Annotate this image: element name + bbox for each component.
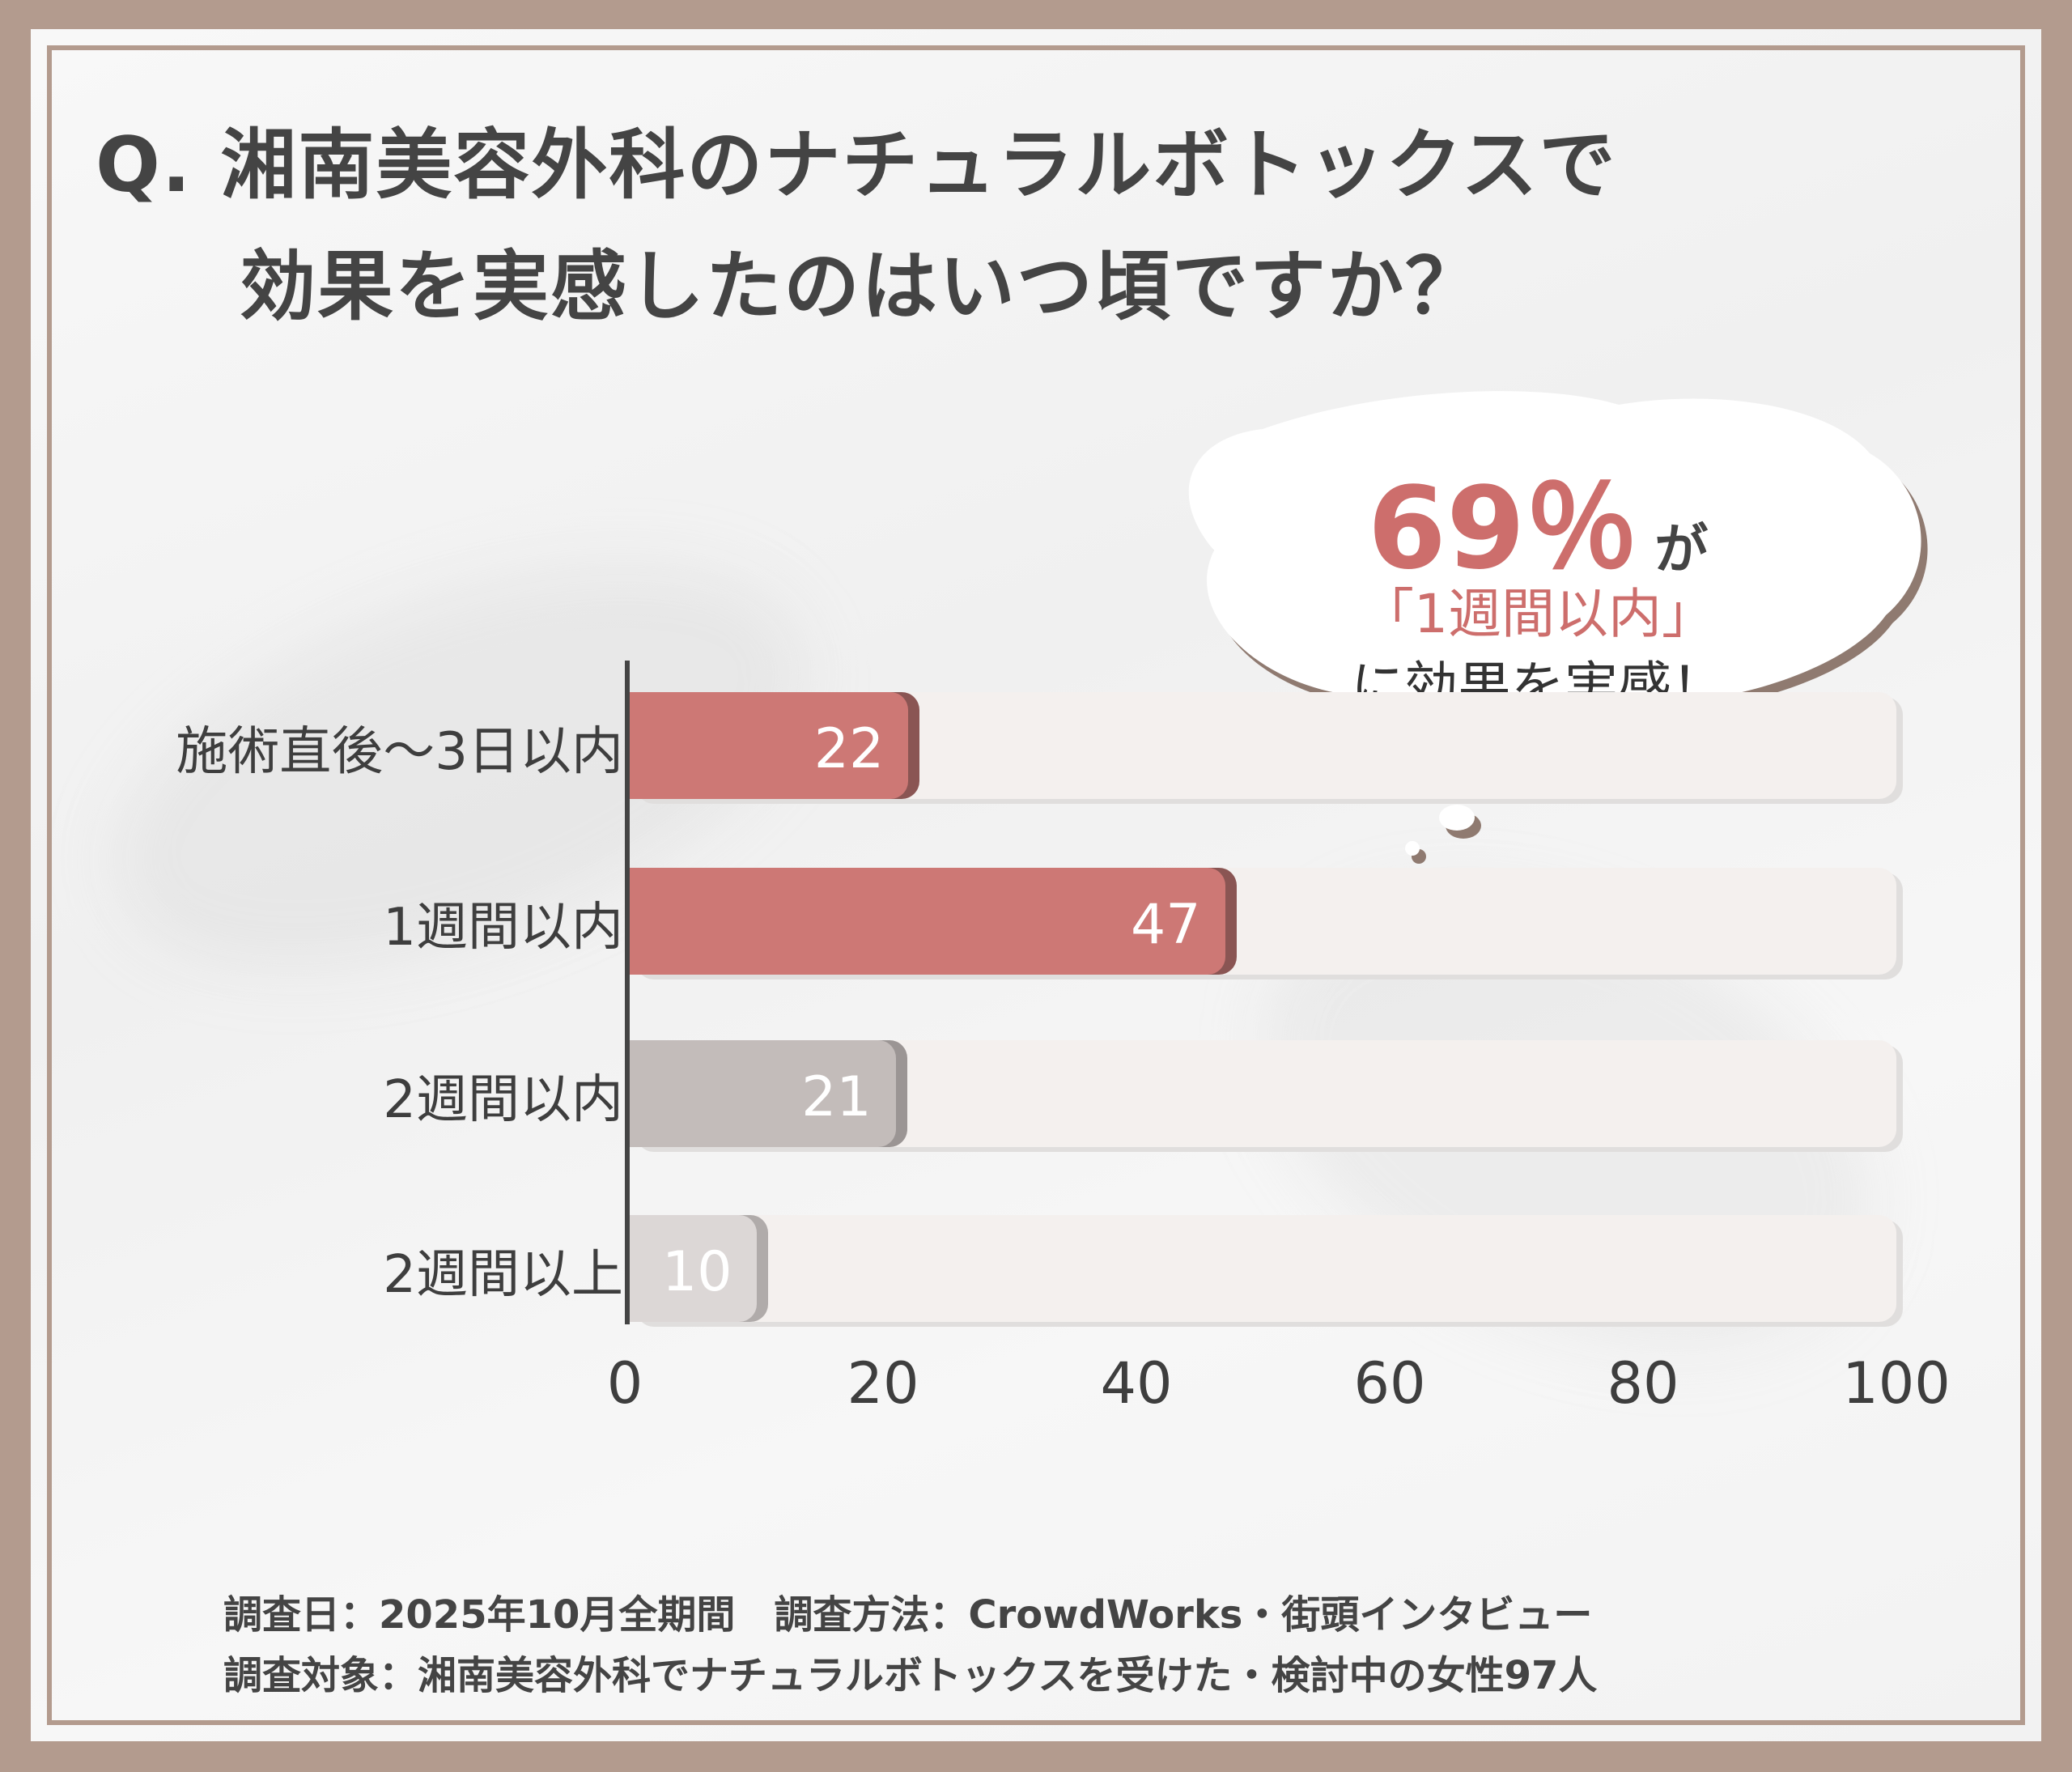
- bar-track: [630, 1215, 1896, 1322]
- bar-value-label: 22: [813, 717, 885, 781]
- survey-info-line-2: 調査対象：湘南美容外科でナチュラルボトックスを受けた・検討中の女性97人: [223, 1653, 1598, 1698]
- category-label: 2週間以内: [383, 1070, 623, 1130]
- bar-1: [630, 692, 909, 799]
- question-title: Q. 湘南美容外科のナチュラルボトックスで 効果を実感したのはいつ頃ですか？: [96, 105, 1957, 348]
- callout-percent: 69％: [1367, 463, 1639, 595]
- callout-headline: 69％が: [1182, 437, 1894, 601]
- category-label: 1週間以内: [383, 898, 623, 958]
- title-line-2: 効果を実感したのはいつ頃ですか？: [240, 243, 1484, 331]
- x-tick-label: 20: [847, 1350, 919, 1417]
- bar-3: [630, 1040, 896, 1147]
- bar-value-label: 47: [1131, 893, 1201, 957]
- frame-border: [47, 45, 2025, 1725]
- category-label: 施術直後〜3日以内: [176, 722, 623, 782]
- bar-2: [630, 868, 1225, 975]
- x-tick-label: 60: [1353, 1350, 1426, 1417]
- bar-value-label: 21: [801, 1065, 872, 1129]
- x-tick-label: 100: [1842, 1350, 1951, 1417]
- callout-ga: が: [1654, 518, 1709, 580]
- y-axis-line: [625, 661, 630, 1324]
- x-tick-label: 0: [606, 1350, 643, 1417]
- survey-info-line-1: 調査日：2025年10月全期間 調査方法：CrowdWorks・街頭インタビュー: [223, 1592, 1593, 1638]
- x-tick-label: 40: [1100, 1350, 1173, 1417]
- x-tick-label: 80: [1607, 1350, 1679, 1417]
- callout-highlight: 「1週間以内」: [1361, 583, 1715, 645]
- title-line-1: Q. 湘南美容外科のナチュラルボトックスで: [96, 121, 1617, 210]
- bar-value-label: 10: [661, 1240, 732, 1304]
- category-label: 2週間以上: [383, 1245, 623, 1305]
- bar-4: [630, 1215, 757, 1322]
